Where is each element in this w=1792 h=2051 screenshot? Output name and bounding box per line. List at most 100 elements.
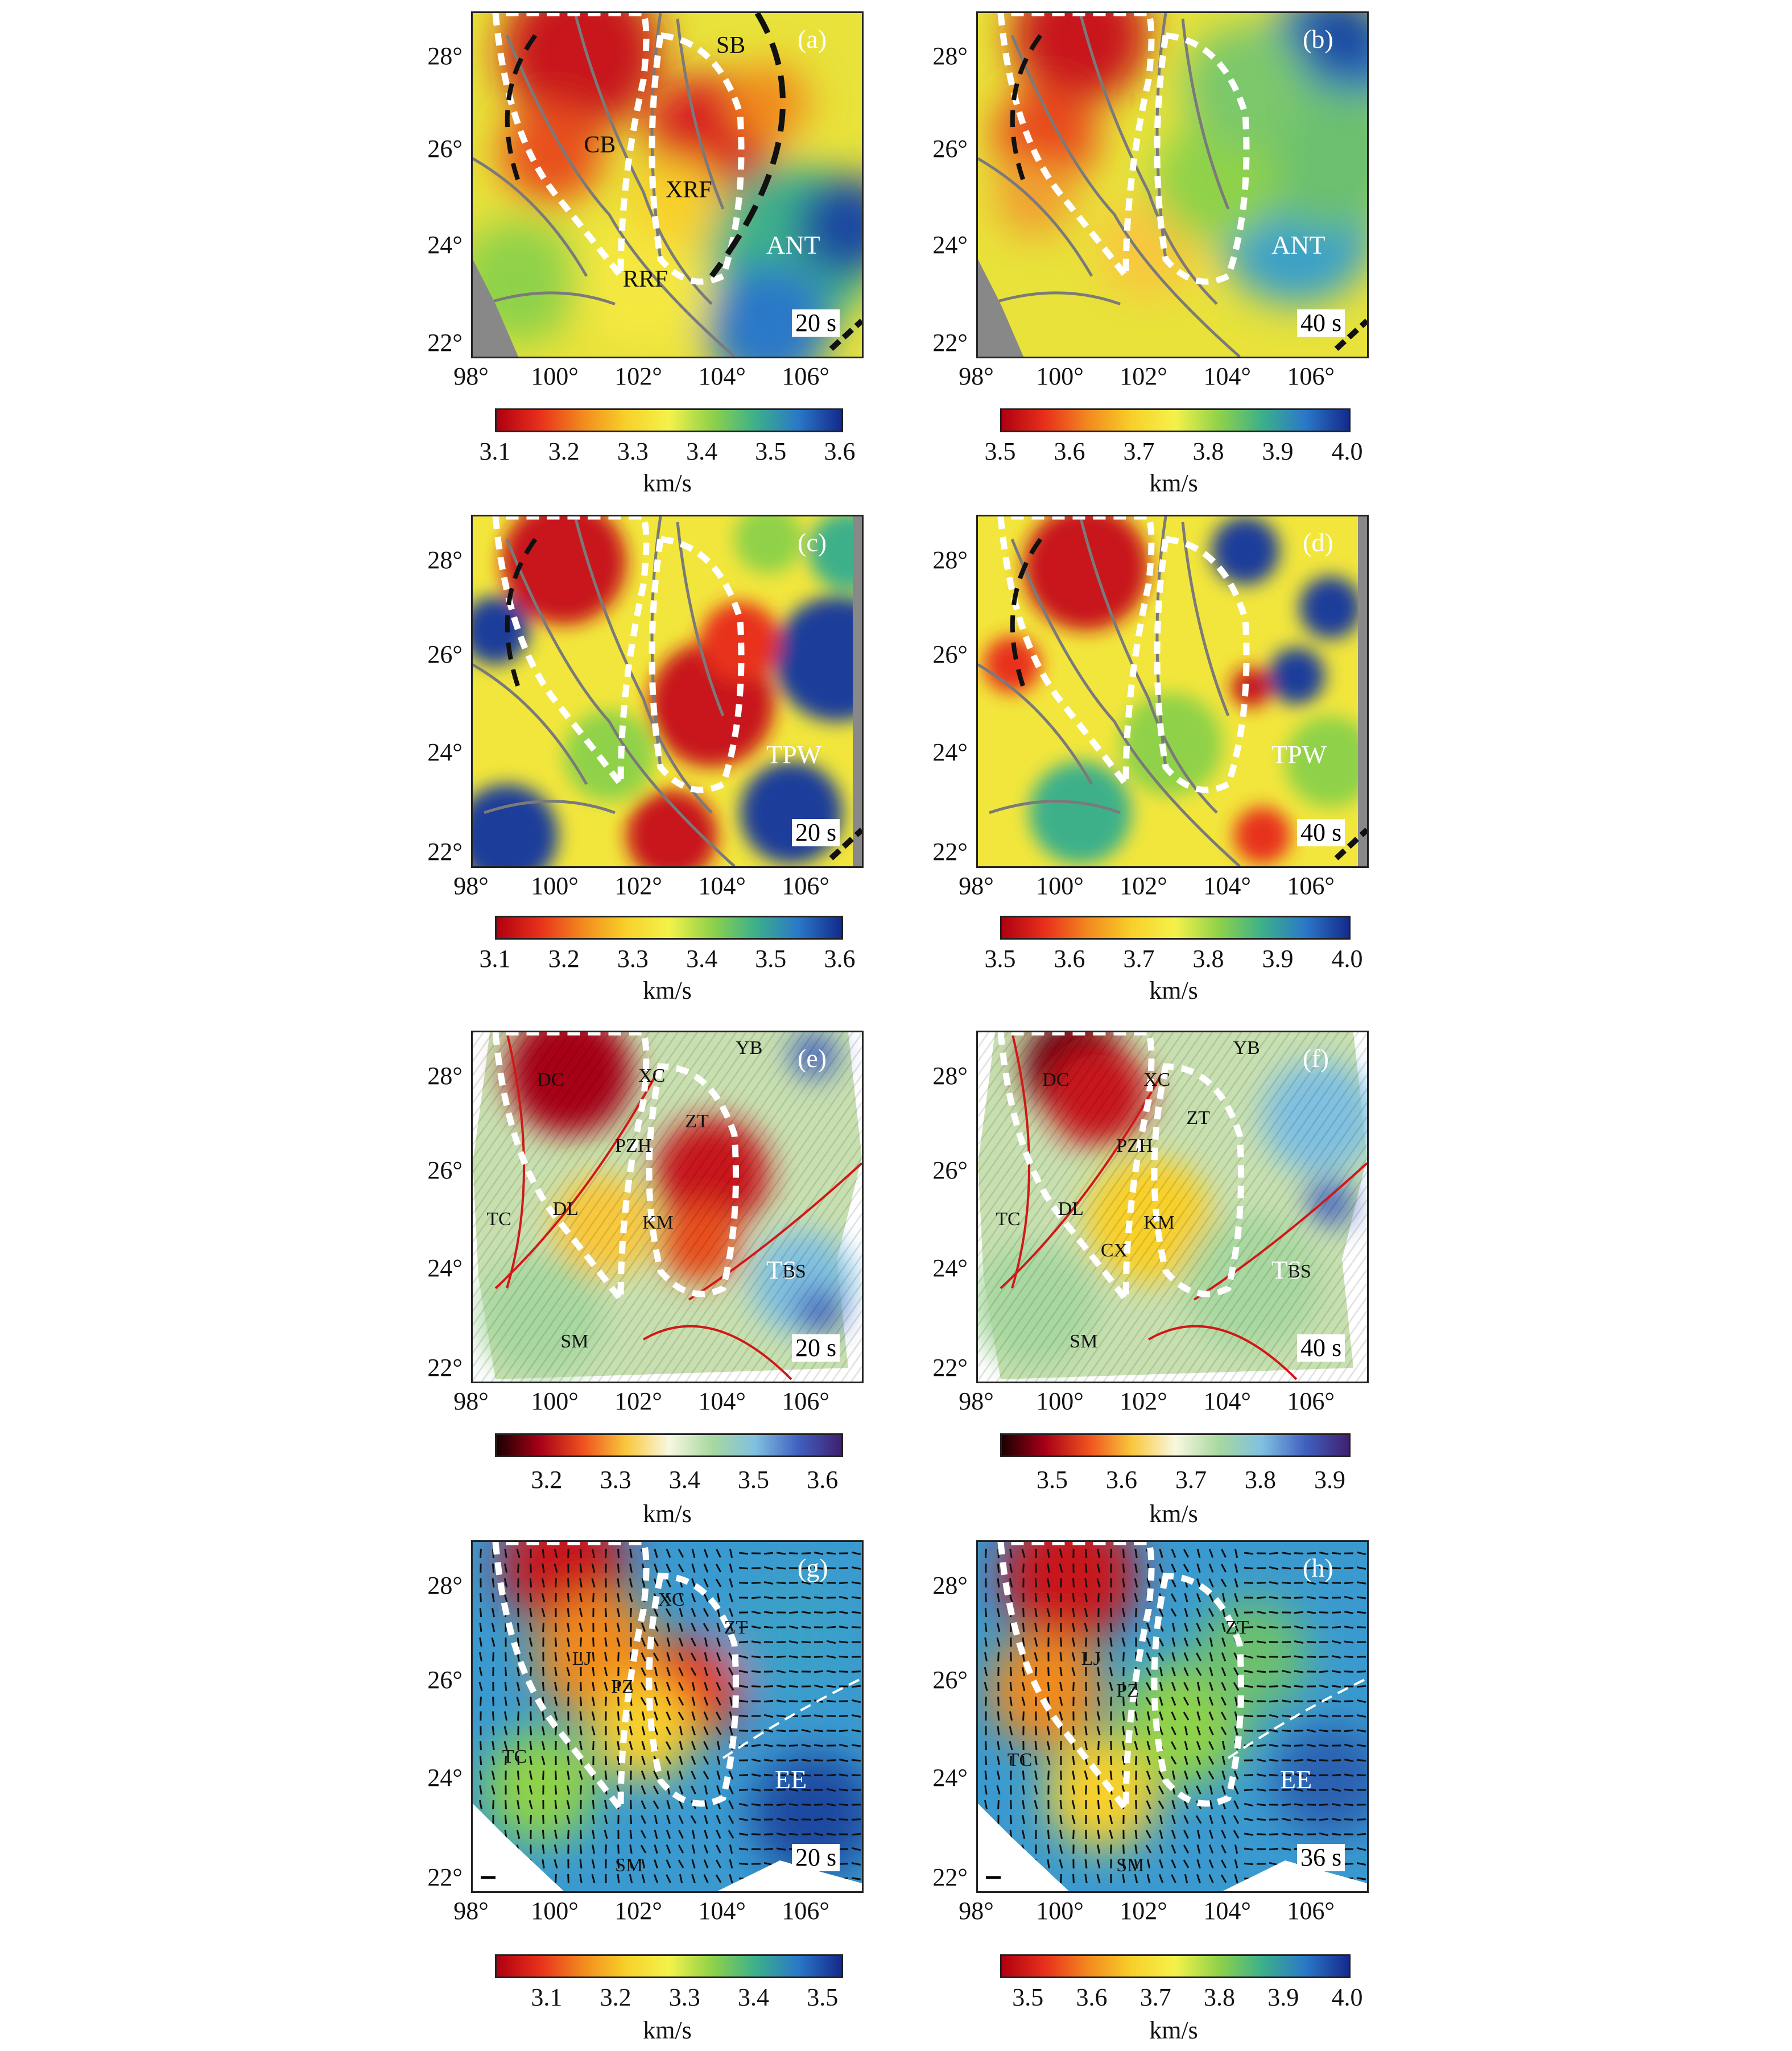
- anisotropy-bar: [679, 1740, 683, 1751]
- anomaly-blob: [734, 516, 803, 574]
- panel-g-period: 20 s: [792, 1844, 840, 1871]
- panel-f-colorbar: [1000, 1433, 1351, 1457]
- panel-c-colorbar-unit: km/s: [643, 977, 692, 1004]
- y-tick-label: 26°: [932, 1156, 968, 1184]
- anisotropy-bar: [1208, 1696, 1214, 1706]
- anisotropy-bar: [640, 1682, 647, 1691]
- anisotropy-bar: [1208, 1844, 1214, 1854]
- anisotropy-bar: [1134, 1829, 1138, 1839]
- panel-d-method: TPW: [1271, 740, 1327, 769]
- anisotropy-bar: [1158, 1726, 1164, 1736]
- anisotropy-bar: [1319, 1759, 1329, 1761]
- panel-h-map: [976, 1540, 1369, 1893]
- anisotropy-bar: [814, 1744, 824, 1747]
- anisotropy-bar: [529, 1726, 532, 1736]
- anisotropy-bar: [763, 1641, 774, 1643]
- anisotropy-bar: [1196, 1638, 1201, 1647]
- anisotropy-bar: [1234, 1548, 1238, 1558]
- no-data-mask: [717, 1860, 862, 1891]
- anisotropy-bar: [554, 1814, 558, 1825]
- anisotropy-bar: [1110, 1548, 1112, 1558]
- anisotropy-bar: [616, 1622, 621, 1632]
- anisotropy-bar: [1256, 1744, 1266, 1747]
- anisotropy-bar: [629, 1563, 633, 1573]
- anisotropy-bar: [678, 1697, 684, 1706]
- anisotropy-bar: [604, 1770, 608, 1780]
- anisotropy-bar: [666, 1667, 671, 1677]
- anisotropy-bar: [529, 1755, 532, 1765]
- anisotropy-bar: [1269, 1833, 1279, 1835]
- anisotropy-bar: [996, 1785, 1001, 1795]
- anisotropy-bar: [1109, 1637, 1113, 1647]
- anisotropy-bar: [851, 1729, 861, 1732]
- anisotropy-bar: [703, 1844, 709, 1854]
- anisotropy-bar: [678, 1652, 684, 1661]
- anisotropy-bar: [997, 1800, 1000, 1810]
- panel-e-period: 20 s: [792, 1334, 840, 1362]
- anisotropy-bar: [1110, 1696, 1112, 1706]
- anisotropy-bar: [567, 1829, 569, 1839]
- anisotropy-bar: [666, 1549, 671, 1558]
- anisotropy-bar: [1344, 1803, 1354, 1806]
- anisotropy-bar: [1134, 1874, 1138, 1884]
- panel-e-place-label: PZH: [615, 1135, 652, 1157]
- anisotropy-bar: [566, 1800, 571, 1810]
- anisotropy-bar: [1146, 1578, 1151, 1588]
- dashed-outline: [646, 1573, 739, 1807]
- relief-area: [978, 1032, 1367, 1382]
- anisotropy-bar: [1183, 1800, 1189, 1809]
- anisotropy-bar: [1221, 1682, 1227, 1691]
- panel-f-place-label: TC: [996, 1209, 1021, 1230]
- anisotropy-bar: [1331, 1715, 1341, 1717]
- anisotropy-bar: [763, 1596, 774, 1599]
- panel-e-map: [471, 1031, 864, 1383]
- anisotropy-bar: [654, 1681, 658, 1692]
- anisotropy-bar: [1220, 1726, 1227, 1735]
- anisotropy-bar: [1281, 1685, 1291, 1688]
- anomaly-outlines: [997, 516, 1250, 794]
- anisotropy-bar: [1183, 1830, 1189, 1839]
- anisotropy-bar: [826, 1715, 836, 1717]
- anisotropy-bar: [492, 1696, 494, 1706]
- anisotropy-bar: [529, 1622, 532, 1632]
- anisotropy-bar: [716, 1770, 721, 1780]
- anisotropy-bar: [1021, 1681, 1026, 1692]
- colorbar-tick-label: 3.4: [686, 945, 718, 973]
- anisotropy-bar: [801, 1700, 811, 1702]
- anisotropy-bar: [1097, 1814, 1100, 1825]
- anisotropy-bar: [491, 1770, 496, 1780]
- anisotropy-bar: [640, 1697, 647, 1706]
- anisotropy-bar: [1121, 1622, 1126, 1632]
- anisotropy-bar: [1171, 1549, 1176, 1558]
- anisotropy-bar: [1306, 1714, 1316, 1718]
- anisotropy-bar: [691, 1681, 696, 1692]
- anisotropy-bar: [1034, 1800, 1038, 1810]
- anisotropy-bar: [666, 1697, 671, 1706]
- anisotropy-bar: [1085, 1785, 1087, 1795]
- panel-f-place-label: SM: [1070, 1331, 1098, 1353]
- anisotropy-bar: [554, 1785, 558, 1795]
- panel-c-label: (c): [798, 528, 827, 557]
- anisotropy-bar: [1084, 1548, 1088, 1558]
- anomaly-blob: [797, 175, 862, 276]
- anisotropy-bar: [1196, 1785, 1201, 1794]
- anisotropy-bar: [1159, 1829, 1163, 1839]
- anisotropy-bar: [1072, 1726, 1075, 1736]
- anisotropy-bar: [1035, 1667, 1037, 1677]
- anisotropy-bar: [1294, 1700, 1304, 1702]
- anisotropy-bar: [801, 1581, 811, 1585]
- anisotropy-bar: [517, 1755, 519, 1765]
- anisotropy-bar: [716, 1637, 721, 1647]
- panel-g-method: EE: [775, 1765, 807, 1794]
- anisotropy-bar: [1256, 1655, 1266, 1659]
- anisotropy-bar: [1269, 1611, 1279, 1614]
- anisotropy-bar: [1021, 1548, 1026, 1558]
- anisotropy-bar: [691, 1874, 696, 1884]
- anisotropy-bar: [1183, 1697, 1190, 1706]
- anisotropy-bar: [1059, 1844, 1063, 1854]
- anisotropy-bar: [541, 1593, 546, 1603]
- anisotropy-bar: [641, 1711, 646, 1721]
- fault-line: [1193, 1162, 1367, 1301]
- anomaly-blob: [1299, 576, 1362, 639]
- anisotropy-bar: [641, 1652, 646, 1661]
